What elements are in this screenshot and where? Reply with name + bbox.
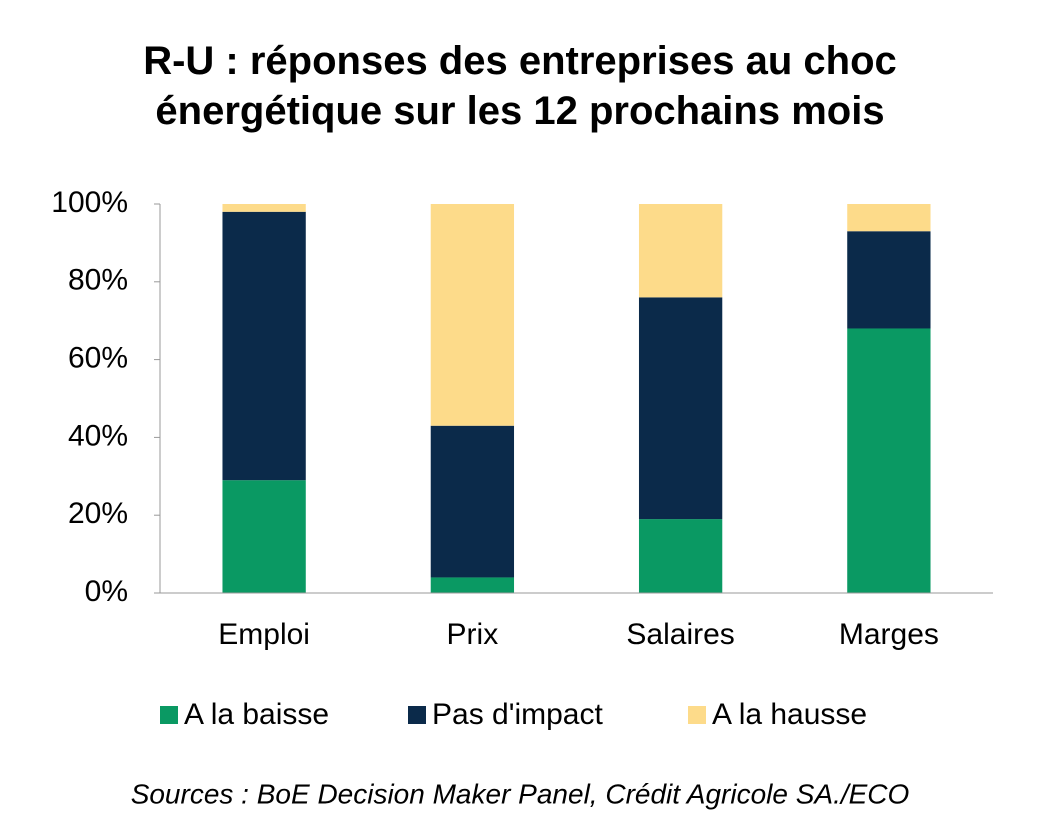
y-tick-label: 0% [85, 575, 128, 608]
legend-swatch [688, 706, 706, 724]
legend-label: Pas d'impact [432, 698, 603, 731]
bar-segment [222, 204, 306, 212]
legend-label: A la hausse [712, 698, 867, 731]
legend-swatch [408, 706, 426, 724]
bar-segment [638, 519, 723, 593]
y-tick-label: 60% [68, 342, 128, 375]
bar-segment [430, 204, 515, 426]
y-tick-label: 20% [68, 497, 128, 530]
bar-segment [847, 204, 931, 232]
y-tick-label: 80% [68, 264, 128, 297]
bar-segment [430, 425, 515, 578]
x-tick-label: Prix [447, 618, 499, 651]
bar-segment [847, 328, 931, 593]
x-tick-label: Salaires [626, 618, 734, 651]
bar-segment [222, 480, 306, 593]
x-tick-label: Marges [839, 618, 939, 651]
legend-label: A la baisse [184, 698, 329, 731]
bar-segment [638, 297, 723, 520]
chart-title: R-U : réponses des entreprises au choc é… [143, 39, 897, 133]
bar-segment [638, 204, 723, 298]
y-tick-label: 100% [51, 186, 128, 219]
legend-swatch [160, 706, 178, 724]
bar-segment [222, 211, 306, 481]
y-tick-label: 40% [68, 419, 128, 452]
source: Sources : BoE Decision Maker Panel, Créd… [131, 778, 910, 809]
bar-segment [847, 231, 931, 329]
x-tick-label: Emploi [218, 618, 310, 651]
bar-segment [430, 577, 515, 593]
